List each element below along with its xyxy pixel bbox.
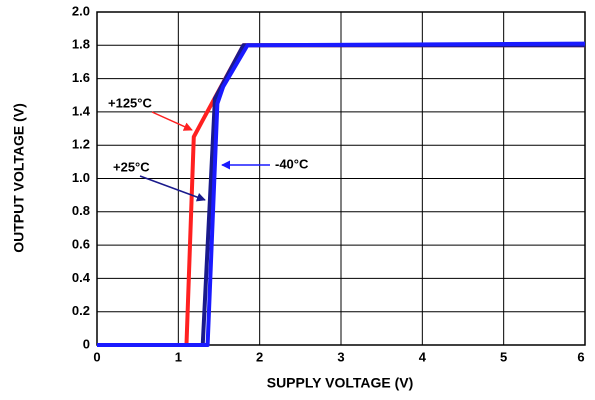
- y-tick-label: 1.0: [72, 170, 90, 185]
- x-tick-label: 4: [419, 349, 427, 364]
- x-tick-label: 5: [500, 349, 507, 364]
- y-axis-title: OUTPUT VOLTAGE (V): [11, 103, 27, 253]
- y-tick-label: 0.6: [72, 237, 90, 252]
- y-tick-label: 1.6: [72, 70, 90, 85]
- annotation-arrow: [151, 111, 193, 131]
- x-tick-label: 3: [337, 349, 344, 364]
- x-tick-label: 1: [175, 349, 182, 364]
- y-tick-label: 0.4: [72, 270, 91, 285]
- plot-border: [96, 11, 586, 346]
- annotation-arrow: [139, 175, 206, 202]
- y-tick-label: 1.2: [72, 137, 90, 152]
- y-tick-label: 0.8: [72, 203, 90, 218]
- x-tick-label: 6: [577, 349, 584, 364]
- series-label: +25°C: [113, 159, 150, 174]
- y-tick-label: 0: [83, 336, 90, 351]
- series-line: [97, 41, 586, 347]
- y-tick-label: 1.8: [72, 37, 90, 52]
- y-tick-label: 0.2: [72, 303, 90, 318]
- x-axis-title: SUPPLY VOLTAGE (V): [267, 375, 414, 391]
- x-tick-label: 0: [93, 349, 100, 364]
- series-label: -40°C: [275, 156, 309, 171]
- y-tick-label: 2.0: [72, 3, 90, 18]
- y-tick-label: 1.4: [72, 103, 91, 118]
- series-label: +125°C: [108, 95, 152, 110]
- plot-area: 0 0.2 0.4 0.6 0.8 1.0 1.2 1.4 1.6 1.8 2.0 0 1 2 3 4 5 6: [72, 3, 586, 364]
- x-tick-label: 2: [256, 349, 263, 364]
